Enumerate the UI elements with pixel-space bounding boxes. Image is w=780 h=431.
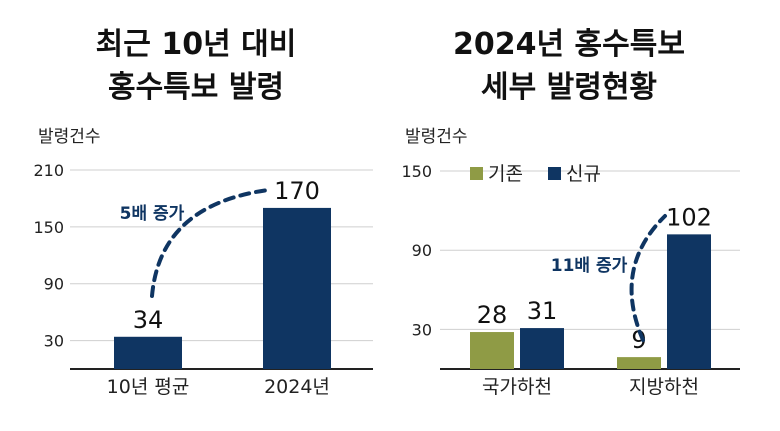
y-tick-label: 210 [33, 161, 64, 180]
y-axis-label: 발령건수 [405, 127, 468, 147]
legend-label: 신규 [566, 163, 601, 185]
y-tick-label: 90 [44, 275, 64, 294]
annotation-label: 5배 증가 [120, 204, 185, 224]
bar [114, 336, 182, 369]
y-tick-label: 30 [44, 332, 64, 351]
y-tick-label: 150 [401, 162, 432, 181]
bar [617, 357, 661, 369]
bar [520, 328, 564, 369]
y-tick-label: 30 [412, 320, 432, 339]
bar [470, 332, 514, 369]
y-axis-label: 발령건수 [38, 127, 101, 147]
data-label: 170 [274, 177, 320, 205]
bar [263, 207, 331, 369]
data-label: 9 [631, 326, 646, 354]
data-label: 31 [527, 297, 558, 325]
chart-title-line: 2024년 홍수특보 [453, 27, 685, 62]
chart-title-line: 최근 10년 대비 [96, 27, 297, 62]
legend-swatch [548, 167, 561, 180]
y-tick-label: 150 [33, 218, 64, 237]
x-category-label: 국가하천 [482, 376, 552, 398]
annotation-label: 11배 증가 [551, 256, 628, 276]
x-category-label: 지방하천 [629, 376, 699, 398]
legend-swatch [470, 167, 483, 180]
growth-arrow [629, 214, 667, 342]
chart-title-line: 세부 발령현황 [481, 70, 657, 105]
legend-label: 기존 [488, 163, 523, 185]
x-category-label: 2024년 [264, 376, 330, 398]
x-category-label: 10년 평균 [107, 376, 190, 398]
growth-arrow [150, 188, 270, 298]
data-label: 28 [477, 301, 508, 329]
bar [667, 234, 711, 369]
data-label: 34 [133, 306, 164, 334]
chart-title-line: 홍수특보 발령 [108, 70, 284, 105]
y-tick-label: 90 [412, 241, 432, 260]
data-label: 102 [666, 203, 712, 231]
